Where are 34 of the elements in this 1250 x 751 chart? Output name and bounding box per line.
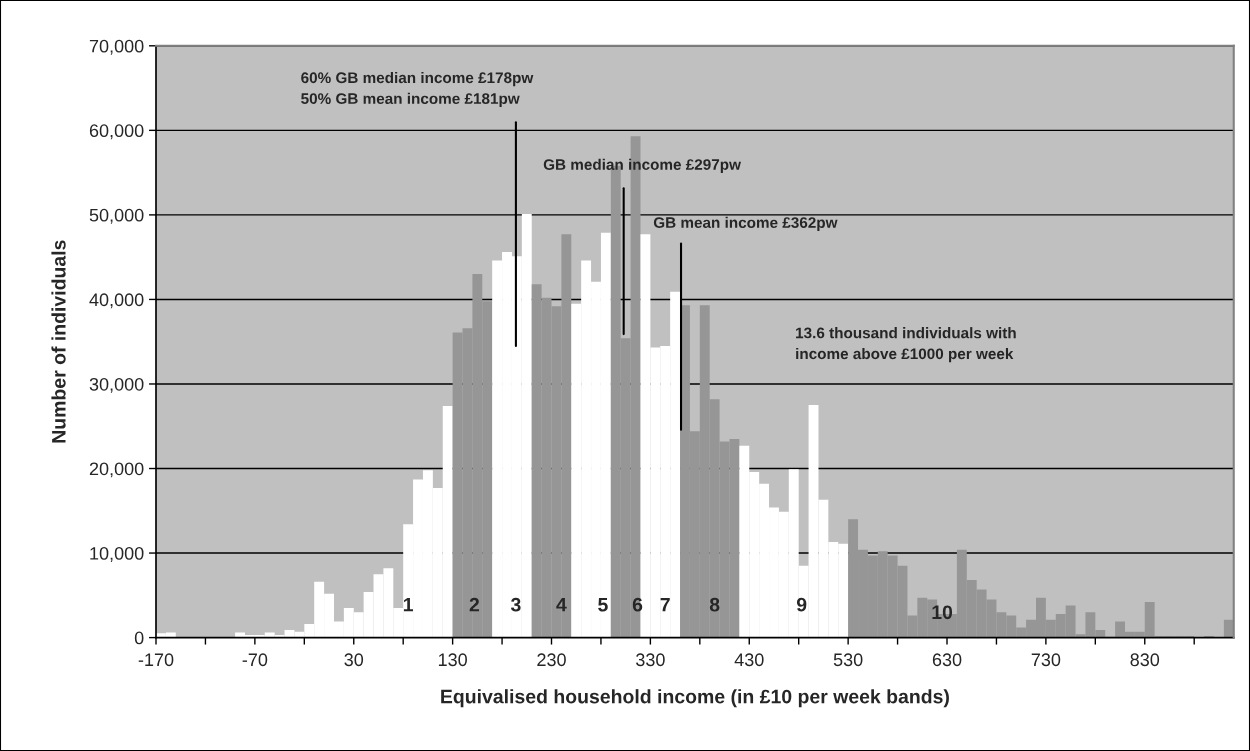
y-tick-label: 30,000: [89, 377, 144, 393]
annotation: 13.6 thousand individuals with income above £1000 per week: [796, 327, 1016, 363]
x-tick-label: 330: [636, 653, 665, 667]
x-tick-label: 230: [537, 653, 566, 667]
y-tick-label: 20,000: [89, 462, 144, 478]
annotation: 8: [709, 597, 720, 612]
y-tick-label: 50,000: [89, 208, 144, 224]
annotation: GB median income £297pw: [543, 158, 741, 173]
x-tick-label: 530: [833, 653, 863, 667]
x-tick-label: 830: [1130, 653, 1160, 667]
x-tick-label: -170: [138, 653, 174, 667]
x-tick-label: 430: [734, 653, 764, 667]
annotation: 2: [469, 597, 480, 612]
annotation: 5: [598, 597, 608, 612]
annotation: 1: [403, 597, 413, 612]
annotation: 3: [510, 597, 521, 612]
annotation: 60% GB median income £178pw 50% GB mean income £181pw: [301, 71, 534, 108]
annotation: 4: [556, 597, 567, 612]
x-axis-title: Equivalised household income (in £10 per week bands): [441, 689, 949, 708]
y-tick-label: 0: [134, 631, 144, 645]
y-tick-label: 40,000: [89, 293, 144, 309]
y-tick-label: 10,000: [90, 546, 144, 562]
y-tick-label: 60,000: [89, 124, 144, 140]
x-tick-label: 730: [1031, 653, 1061, 667]
y-tick-label: 70,000: [89, 39, 144, 55]
annotation: 7: [660, 597, 670, 612]
y-axis-title: Number of individuals: [51, 240, 66, 443]
x-tick-label: 130: [438, 653, 467, 667]
annotation: GB mean income £362pw: [653, 216, 838, 232]
x-tick-label: -70: [242, 653, 268, 667]
x-tick-label: 630: [932, 653, 962, 667]
annotation: 10: [932, 605, 953, 620]
x-tick-label: 30: [344, 653, 364, 667]
annotation: 9: [796, 597, 807, 612]
